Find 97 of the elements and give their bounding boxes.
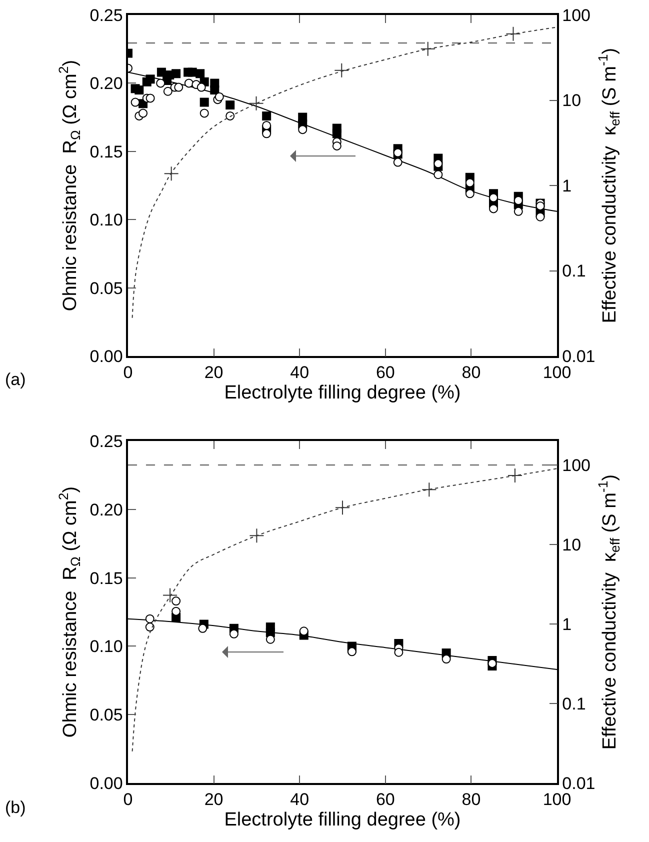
y-tick-label: 0.05 (90, 278, 123, 298)
x-tick-label: 0 (123, 363, 133, 382)
x-tick-label: 100 (542, 790, 572, 810)
point (262, 111, 272, 120)
point (442, 654, 451, 664)
point (489, 204, 498, 214)
y2-tick-label: 1 (562, 176, 572, 196)
point (262, 120, 272, 130)
point (226, 100, 235, 110)
point (334, 62, 350, 78)
point (434, 170, 443, 180)
y-tick-label: 0.10 (90, 210, 123, 230)
y-tick-label: 0.10 (90, 637, 123, 656)
y2-tick-label: 10 (562, 535, 582, 554)
point (196, 69, 205, 78)
y-tick-label: 0.25 (90, 6, 123, 25)
x-tick-label: 80 (462, 363, 481, 382)
y-tick-label: 0.25 (90, 432, 123, 451)
point (262, 129, 272, 138)
point (298, 125, 308, 134)
point (514, 206, 523, 216)
point (347, 647, 356, 656)
point (489, 193, 498, 202)
point (332, 129, 342, 138)
point (422, 482, 437, 498)
point (393, 158, 402, 167)
x-axis-title: Electrolyte filling degree (%) (224, 809, 461, 830)
point (248, 96, 264, 111)
point (229, 629, 238, 638)
point (536, 212, 545, 222)
x-tick-label: 20 (204, 363, 224, 382)
y2-tick-label: 1 (562, 614, 572, 634)
y2-tick-label: 100 (562, 6, 591, 25)
point (200, 108, 209, 118)
y2-tick-label: 100 (562, 456, 591, 475)
x-tick-label: 40 (290, 790, 310, 810)
y2-tick-label: 0.01 (562, 774, 596, 793)
point (198, 624, 208, 633)
point (200, 98, 209, 107)
x-axis-title: Electrolyte filling degree (%) (224, 382, 461, 404)
point (146, 74, 155, 84)
y-tick-label: 0.15 (90, 142, 123, 162)
y-tick-label: 0.00 (90, 346, 123, 366)
y2-tick-label: 0.01 (562, 346, 596, 366)
point (507, 468, 522, 484)
y2-tick-label: 0.1 (562, 262, 586, 281)
point (134, 86, 144, 95)
point (536, 201, 545, 210)
point (164, 166, 179, 182)
point (138, 108, 148, 118)
point (146, 94, 155, 103)
y2-tick-label: 0.1 (562, 694, 586, 714)
point (266, 634, 275, 644)
point (514, 196, 523, 205)
point (420, 41, 436, 56)
text: (b) (5, 798, 26, 817)
point (434, 159, 443, 168)
point (145, 614, 154, 624)
point (465, 189, 474, 198)
point (172, 69, 181, 78)
text: (a) (5, 370, 26, 389)
point (299, 626, 308, 636)
point (174, 82, 184, 92)
y-tick-label: 0.20 (90, 74, 123, 94)
point (184, 78, 194, 88)
y-tick-label: 0.15 (90, 568, 123, 588)
point (332, 141, 342, 150)
point (394, 648, 404, 657)
point (465, 178, 474, 188)
point (249, 528, 264, 544)
x-tick-label: 0 (123, 790, 133, 810)
y2-tick-label: 10 (562, 91, 582, 110)
point (214, 92, 224, 102)
x-tick-label: 60 (376, 363, 395, 382)
point (130, 98, 140, 107)
y-tick-label: 0.00 (90, 774, 123, 793)
x-tick-label: 40 (290, 363, 310, 382)
y-tick-label: 0.20 (90, 500, 123, 520)
x-tick-label: 60 (376, 790, 395, 810)
line-series (132, 468, 557, 752)
x-tick-label: 80 (462, 790, 481, 810)
point (335, 500, 350, 516)
point (172, 596, 181, 606)
x-tick-label: 100 (542, 363, 572, 382)
point (226, 111, 235, 120)
point (210, 86, 220, 95)
point (156, 68, 166, 77)
point (156, 78, 166, 88)
point (145, 622, 154, 632)
point (506, 26, 521, 42)
point (162, 588, 178, 603)
point (196, 82, 206, 92)
x-tick-label: 20 (204, 790, 224, 810)
line-series (132, 26, 557, 318)
point (163, 86, 172, 96)
y-tick-label: 0.05 (90, 706, 123, 725)
point (172, 606, 181, 616)
